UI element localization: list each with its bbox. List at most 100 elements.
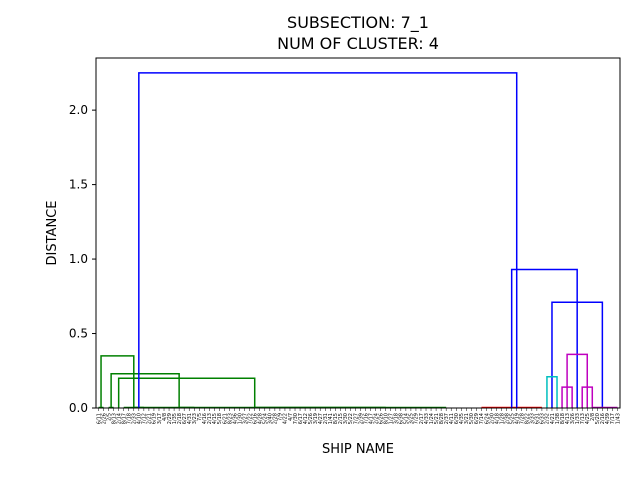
leaf-label: 2/33: [132, 413, 138, 424]
y-tick-label: 0.0: [69, 401, 88, 415]
leaf-label: 3/25: [409, 413, 415, 424]
dendrogram-link: [581, 386, 594, 408]
leaf-label: 6/31: [535, 413, 541, 424]
leaf-label: 5/30: [469, 413, 475, 424]
leaf-label: 3/40: [268, 413, 274, 424]
dendrogram-link: [551, 301, 604, 408]
leaf-label: 7/17: [610, 413, 616, 424]
leaf-label: 7/9: [278, 413, 284, 421]
leaf-label: 7/30: [293, 413, 299, 424]
leaf-label: 4/7: [288, 413, 294, 421]
leaf-label: 8/22: [525, 413, 531, 424]
leaf-label: 3/27: [242, 413, 248, 424]
leaf-label: 2/18: [177, 413, 183, 424]
leaf-label: 1/27: [389, 413, 395, 424]
y-tick-label: 1.5: [69, 178, 88, 192]
leaf-label: 7/27: [353, 413, 359, 424]
leaf-label: 6/11: [96, 413, 102, 424]
leaf-label: 8/13: [111, 413, 117, 424]
leaf-label: 4/33: [424, 413, 430, 424]
dendrogram-link: [510, 268, 578, 408]
leaf-label: 6/29: [474, 413, 480, 424]
dendrogram-link: [561, 386, 573, 408]
leaf-label: 4/13: [565, 413, 571, 424]
leaf-label: 3/26: [570, 413, 576, 424]
leaf-label: 2/39: [358, 413, 364, 424]
dendrogram-links: [98, 72, 618, 409]
plot-frame: [95, 57, 621, 409]
leaf-label: 5/22: [348, 413, 354, 424]
leaf-label: 3/33: [530, 413, 536, 424]
leaf-label: 3/17: [157, 413, 163, 424]
leaf-label: 2/21: [147, 413, 153, 424]
y-tick-label: 2.0: [69, 103, 88, 117]
leaf-label: 7/28: [520, 413, 526, 424]
leaf-label: 7/29: [414, 413, 420, 424]
leaf-label: 4/18: [494, 413, 500, 424]
leaf-label: 3/18: [394, 413, 400, 424]
dendrogram-link: [566, 353, 588, 408]
leaf-label: 6/30: [454, 413, 460, 424]
chart-subtitle: NUM OF CLUSTER: 4: [277, 34, 439, 53]
leaf-label: 4/39: [605, 413, 611, 424]
leaf-label: 4/21: [550, 413, 556, 424]
leaf-label: 2/16: [600, 413, 606, 424]
leaf-label: 8/10: [384, 413, 390, 424]
leaf-label: 5/18: [217, 413, 223, 424]
leaf-label: 2/5: [106, 413, 112, 421]
leaf-label: 2/32: [545, 413, 551, 424]
leaf-label: 4/16: [202, 413, 208, 424]
leaf-label: 1/38: [555, 413, 561, 424]
leaf-label: 4/15: [212, 413, 218, 424]
y-tick-label: 1.0: [69, 252, 88, 266]
leaf-label: 6/38: [399, 413, 405, 424]
leaf-label: 6/17: [298, 413, 304, 424]
leaf-label: 2/15: [338, 413, 344, 424]
leaf-label: 3/23: [192, 413, 198, 424]
leaf-label: 4/22: [283, 413, 289, 424]
y-tick-label: 0.5: [69, 327, 88, 341]
leaf-label: 8/23: [227, 413, 233, 424]
leaf-label: 4/36: [232, 413, 238, 424]
leaf-label: 8/28: [439, 413, 445, 424]
leaf-label: 3/30: [343, 413, 349, 424]
leaf-label: 5/14: [404, 413, 410, 424]
dendrogram-link: [546, 375, 558, 408]
leaf-label: 6/27: [182, 413, 188, 424]
leaf-label: 8/17: [122, 413, 128, 424]
y-axis-label: DISTANCE: [45, 201, 60, 266]
leaf-label: 4/31: [187, 413, 193, 424]
leaf-label: 6/16: [253, 413, 259, 424]
dendrogram-link: [100, 355, 135, 408]
leaf-label: 1/24: [429, 413, 435, 424]
leaf-label: 6/24: [484, 413, 490, 424]
leaf-label: 4/35: [459, 413, 465, 424]
leaf-label: 6/19: [152, 413, 158, 424]
leaf-label: 2/17: [419, 413, 425, 424]
chart-title: SUBSECTION: 7_1: [287, 13, 429, 33]
leaf-label: 8/15: [333, 413, 339, 424]
leaf-label: 2/30: [489, 413, 495, 424]
leaf-label: 7/18: [127, 413, 133, 424]
leaf-label: 2/14: [116, 413, 122, 424]
leaf-label: 2/13: [207, 413, 213, 424]
leaf-label: 3/19: [313, 413, 319, 424]
leaf-label: 5/21: [434, 413, 440, 424]
leaf-label: 4/10: [137, 413, 143, 424]
leaf-label: 6/26: [378, 413, 384, 424]
leaf-label: 2/28: [273, 413, 279, 424]
leaf-label: 1/43: [615, 413, 621, 424]
leaf-label: 1/33: [575, 413, 581, 424]
leaf-label: 4/27: [318, 413, 324, 424]
leaf-label: 7/22: [247, 413, 253, 424]
dendrogram-link: [110, 372, 180, 408]
leaf-label: 5/26: [308, 413, 314, 424]
dendrogram-link: [138, 72, 518, 408]
leaf-label: 2/37: [444, 413, 450, 424]
leaf-label: 2/8: [590, 413, 596, 421]
leaf-label: 2/31: [323, 413, 329, 424]
leaf-label: 6/33: [540, 413, 546, 424]
leaf-label: 5/25: [509, 413, 515, 424]
x-axis-label: SHIP NAME: [322, 442, 394, 457]
